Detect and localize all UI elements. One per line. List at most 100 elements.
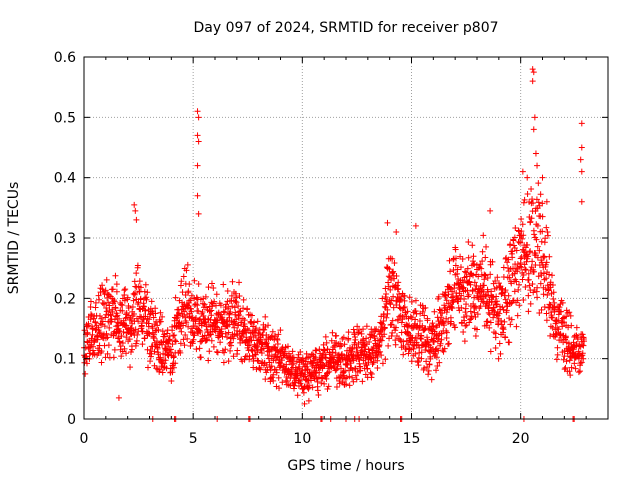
data-point bbox=[478, 265, 485, 272]
data-point bbox=[543, 275, 550, 282]
data-point bbox=[194, 132, 201, 139]
data-point bbox=[279, 379, 286, 386]
data-point bbox=[172, 360, 179, 367]
data-point bbox=[458, 292, 465, 299]
data-point bbox=[225, 329, 232, 336]
data-point bbox=[251, 319, 258, 326]
data-point bbox=[433, 354, 440, 361]
data-point bbox=[512, 225, 519, 232]
data-point bbox=[199, 309, 206, 316]
data-point bbox=[385, 342, 392, 349]
data-point bbox=[312, 354, 319, 361]
data-point bbox=[360, 341, 367, 348]
data-point bbox=[452, 262, 459, 269]
data-point bbox=[316, 369, 323, 376]
data-point bbox=[252, 351, 259, 358]
data-point bbox=[269, 374, 276, 381]
data-point bbox=[419, 308, 426, 315]
data-point bbox=[154, 344, 161, 351]
data-point bbox=[169, 327, 176, 334]
data-point bbox=[141, 288, 148, 295]
data-point bbox=[435, 293, 442, 300]
data-point bbox=[111, 346, 118, 353]
data-point bbox=[393, 273, 400, 280]
data-point bbox=[541, 253, 548, 260]
data-point bbox=[538, 306, 545, 313]
data-point bbox=[519, 276, 526, 283]
data-point bbox=[178, 278, 185, 285]
data-point bbox=[360, 336, 367, 343]
data-point bbox=[525, 292, 532, 299]
data-point bbox=[139, 341, 146, 348]
data-point bbox=[446, 257, 453, 264]
data-point bbox=[463, 312, 470, 319]
data-point bbox=[367, 369, 374, 376]
data-point bbox=[380, 317, 387, 324]
data-point bbox=[357, 367, 364, 374]
data-point bbox=[122, 286, 129, 293]
data-point bbox=[529, 258, 536, 265]
data-point bbox=[105, 342, 112, 349]
chart-title: Day 097 of 2024, SRMTID for receiver p80… bbox=[193, 20, 498, 36]
data-point bbox=[206, 308, 213, 315]
data-point bbox=[207, 331, 214, 338]
data-point bbox=[89, 331, 96, 338]
data-point bbox=[412, 308, 419, 315]
data-point bbox=[232, 298, 239, 305]
data-point bbox=[166, 337, 173, 344]
data-point bbox=[348, 346, 355, 353]
data-point bbox=[289, 348, 296, 355]
data-point bbox=[431, 308, 438, 315]
data-point bbox=[188, 308, 195, 315]
data-point bbox=[555, 317, 562, 324]
data-point bbox=[150, 314, 157, 321]
data-point bbox=[205, 357, 212, 364]
data-point bbox=[91, 339, 98, 346]
data-point bbox=[394, 286, 401, 293]
data-point bbox=[370, 359, 377, 366]
data-point bbox=[526, 282, 533, 289]
data-point bbox=[235, 303, 242, 310]
data-point bbox=[392, 341, 399, 348]
data-point bbox=[517, 239, 524, 246]
data-point bbox=[374, 353, 381, 360]
data-point bbox=[483, 243, 490, 250]
data-point bbox=[405, 350, 412, 357]
data-point bbox=[134, 262, 141, 269]
data-point bbox=[384, 310, 391, 317]
data-point bbox=[119, 340, 126, 347]
data-point bbox=[212, 323, 219, 330]
data-point bbox=[184, 335, 191, 342]
data-point bbox=[270, 371, 277, 378]
data-point bbox=[98, 348, 105, 355]
data-point bbox=[224, 287, 231, 294]
data-point bbox=[355, 330, 362, 337]
data-point bbox=[129, 304, 136, 311]
data-point bbox=[390, 268, 397, 275]
data-point bbox=[297, 380, 304, 387]
data-point bbox=[567, 372, 574, 379]
data-point bbox=[390, 304, 397, 311]
data-point bbox=[358, 330, 365, 337]
data-point bbox=[141, 303, 148, 310]
data-point bbox=[144, 289, 151, 296]
data-point bbox=[486, 324, 493, 331]
data-point bbox=[396, 304, 403, 311]
data-point bbox=[534, 284, 541, 291]
data-point bbox=[332, 349, 339, 356]
data-point bbox=[252, 332, 259, 339]
data-point bbox=[397, 296, 404, 303]
data-point bbox=[418, 335, 425, 342]
data-point bbox=[539, 213, 546, 220]
data-point bbox=[529, 78, 536, 85]
data-point bbox=[148, 298, 155, 305]
data-point bbox=[504, 259, 511, 266]
data-point bbox=[182, 332, 189, 339]
data-point bbox=[112, 330, 119, 337]
data-point bbox=[392, 327, 399, 334]
data-point bbox=[520, 232, 527, 239]
data-point bbox=[555, 326, 562, 333]
data-point bbox=[159, 313, 166, 320]
data-point bbox=[128, 331, 135, 338]
